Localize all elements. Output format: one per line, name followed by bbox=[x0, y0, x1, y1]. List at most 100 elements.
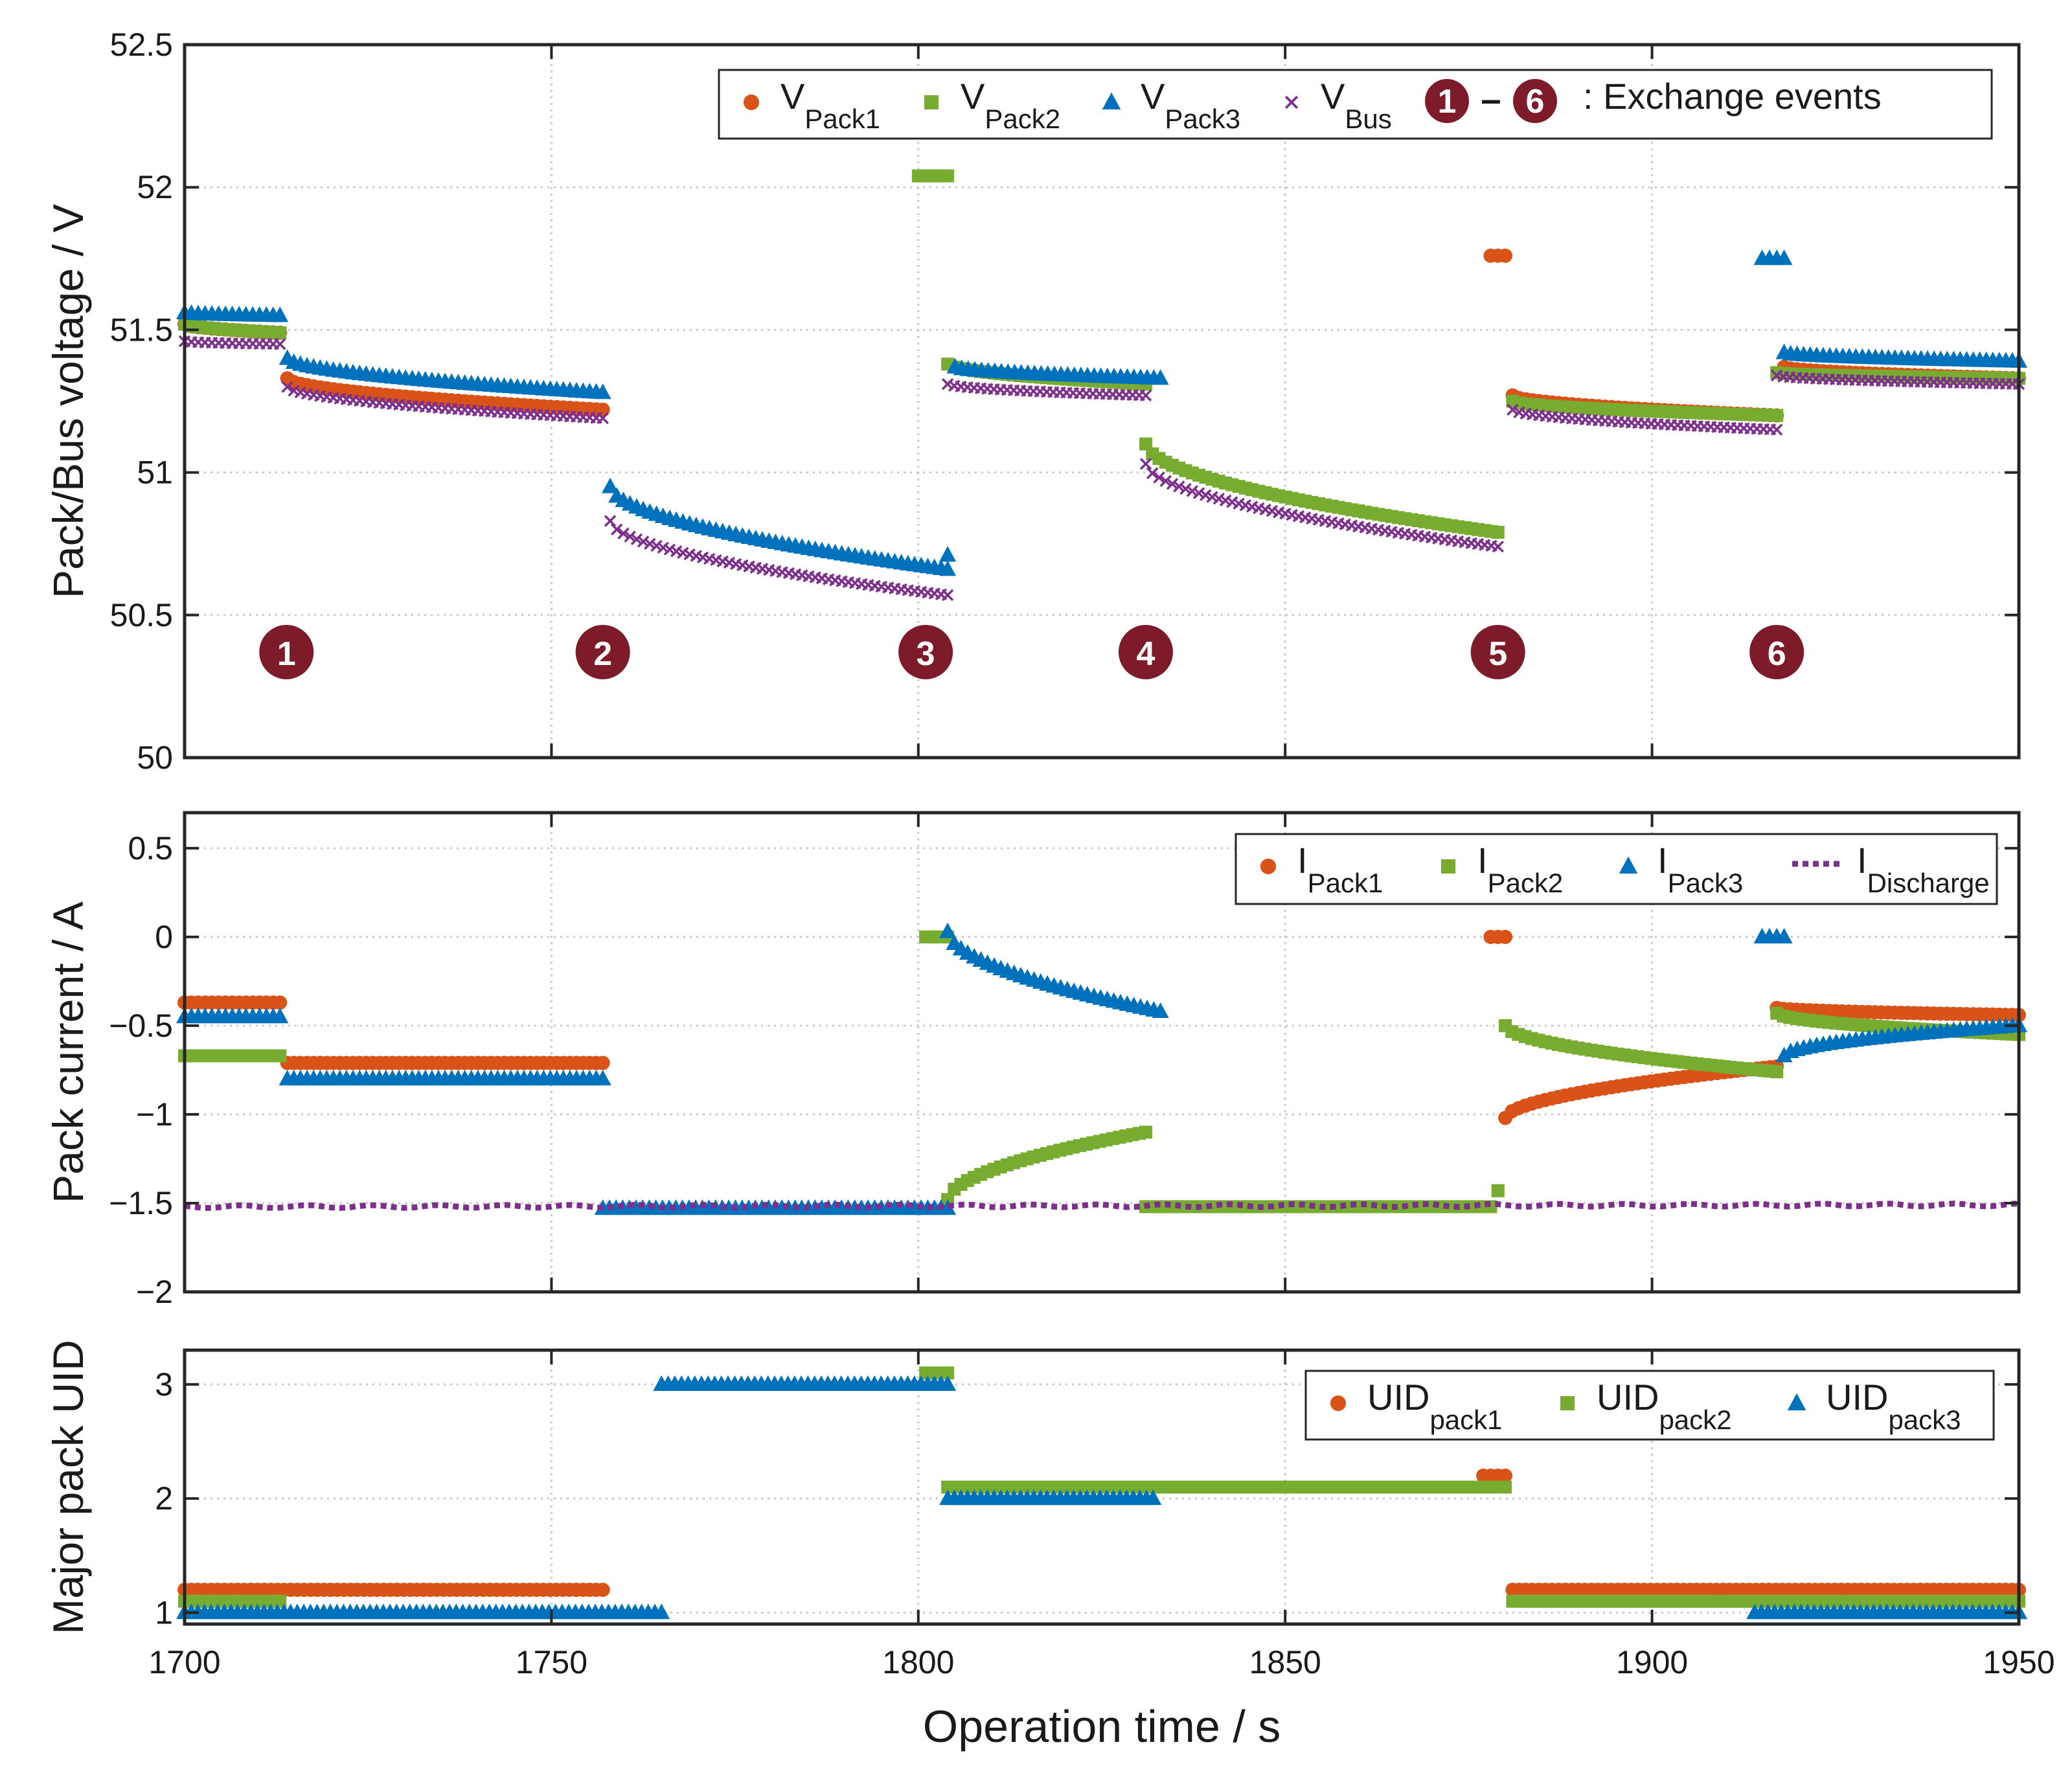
data-point bbox=[1775, 927, 1793, 943]
legend-label-main: V bbox=[1321, 76, 1345, 117]
x-tick-label: 1700 bbox=[148, 1644, 220, 1680]
data-point bbox=[273, 1594, 287, 1608]
data-point bbox=[1139, 458, 1152, 470]
event-badge-5 bbox=[1470, 625, 1525, 679]
data-point bbox=[1173, 480, 1185, 493]
legend-marker-triangle bbox=[1619, 856, 1638, 874]
data-point bbox=[1775, 1046, 1793, 1063]
series-IPack2 bbox=[178, 930, 2025, 1214]
x-tick-label: 1750 bbox=[516, 1644, 587, 1680]
legend-label: VPack2 bbox=[961, 76, 1060, 134]
x-tick-label: 1900 bbox=[1616, 1644, 1688, 1680]
event-badge-label: 3 bbox=[916, 635, 935, 673]
event-badge-label: 6 bbox=[1768, 635, 1786, 673]
legend-marker-circle bbox=[1330, 1395, 1347, 1412]
data-point bbox=[941, 589, 954, 602]
legend-label-sub: Bus bbox=[1345, 104, 1391, 134]
legend-label: VPack1 bbox=[780, 76, 880, 134]
legend-label-main: I bbox=[1297, 840, 1308, 881]
legend-label-sub: Pack2 bbox=[1488, 868, 1564, 898]
data-point bbox=[597, 412, 609, 425]
data-point bbox=[1179, 482, 1192, 495]
data-point bbox=[1498, 929, 1513, 944]
data-point bbox=[274, 338, 286, 350]
data-point bbox=[1166, 477, 1179, 490]
legend-label-main: I bbox=[1857, 840, 1867, 881]
axes-box bbox=[183, 43, 2021, 760]
legend-box bbox=[1304, 1370, 1995, 1441]
series-VPack2 bbox=[178, 169, 2025, 539]
x-tick-label: 1950 bbox=[1983, 1644, 2055, 1680]
legend-marker-triangle bbox=[1787, 1393, 1806, 1410]
legend-label-sub: Pack3 bbox=[1668, 868, 1744, 898]
event-badge-3 bbox=[898, 625, 953, 679]
data-point bbox=[594, 383, 611, 400]
legend-label-sub: pack2 bbox=[1659, 1405, 1731, 1435]
legend-marker-triangle bbox=[1102, 92, 1121, 109]
data-point bbox=[602, 477, 619, 493]
legend-label-sub: Pack1 bbox=[1308, 868, 1383, 898]
series-UIDpack1 bbox=[177, 1468, 2026, 1598]
data-point bbox=[595, 1056, 610, 1070]
legend-label-sub: Discharge bbox=[1867, 868, 1990, 898]
data-point bbox=[644, 537, 656, 550]
y-axis-label: Major pack UID bbox=[44, 1340, 92, 1634]
legend-label: UIDpack3 bbox=[1826, 1377, 1961, 1435]
event-badge-legend bbox=[1425, 79, 1469, 123]
data-point bbox=[1770, 409, 1784, 422]
data-point bbox=[281, 381, 293, 393]
series-IDischarge bbox=[184, 1201, 2020, 1211]
data-point bbox=[1770, 1065, 1784, 1079]
legend-label-main: I bbox=[1477, 840, 1488, 881]
data-point bbox=[1146, 467, 1159, 480]
data-point bbox=[604, 515, 617, 527]
y-tick-label: −0.5 bbox=[109, 1008, 173, 1044]
data-point bbox=[624, 530, 636, 543]
x-axis-label: Operation time / s bbox=[923, 1701, 1281, 1752]
data-point bbox=[273, 326, 287, 339]
y-tick-label: 50.5 bbox=[110, 597, 173, 633]
data-point bbox=[1770, 423, 1783, 436]
legend-label: UIDpack1 bbox=[1367, 1377, 1503, 1435]
legend-label-main: V bbox=[961, 76, 985, 117]
legend-label: VPack3 bbox=[1141, 76, 1240, 134]
data-point bbox=[1139, 437, 1152, 451]
data-point bbox=[594, 1070, 611, 1086]
data-point bbox=[1186, 485, 1199, 497]
y-tick-label: 51.5 bbox=[110, 311, 173, 348]
data-point bbox=[939, 1375, 957, 1391]
y-tick-label: 51 bbox=[137, 455, 173, 491]
y-tick-label: 1 bbox=[155, 1594, 173, 1631]
legend-label: IPack3 bbox=[1657, 840, 1743, 898]
event-badge-label: 4 bbox=[1137, 635, 1156, 673]
series-VBus bbox=[178, 335, 2025, 602]
discharge-line bbox=[184, 1201, 2020, 1211]
event-badge-legend-label: 1 bbox=[1438, 83, 1457, 120]
y-axis-label: Pack/Bus voltage / V bbox=[44, 204, 92, 598]
y-tick-label: −1 bbox=[136, 1096, 173, 1133]
legend-label-main: I bbox=[1657, 840, 1668, 881]
data-point bbox=[630, 533, 643, 545]
data-point bbox=[1139, 1125, 1152, 1139]
legend-box bbox=[1235, 833, 1998, 905]
event-badge-label: 2 bbox=[593, 635, 612, 673]
y-tick-label: 3 bbox=[155, 1366, 173, 1403]
data-point bbox=[273, 995, 288, 1010]
data-point bbox=[1152, 1002, 1169, 1018]
legend-label-sub: Pack1 bbox=[804, 104, 880, 134]
events-dash: – bbox=[1481, 78, 1501, 119]
data-point bbox=[1775, 249, 1793, 265]
x-tick-label: 1850 bbox=[1249, 1644, 1321, 1680]
y-tick-label: −1.5 bbox=[109, 1185, 173, 1221]
y-tick-label: 52.5 bbox=[110, 27, 173, 63]
data-point bbox=[1153, 471, 1165, 484]
y-tick-label: 50 bbox=[137, 740, 173, 776]
data-point bbox=[1498, 248, 1513, 263]
y-axis-label: Pack current / A bbox=[44, 901, 92, 1203]
